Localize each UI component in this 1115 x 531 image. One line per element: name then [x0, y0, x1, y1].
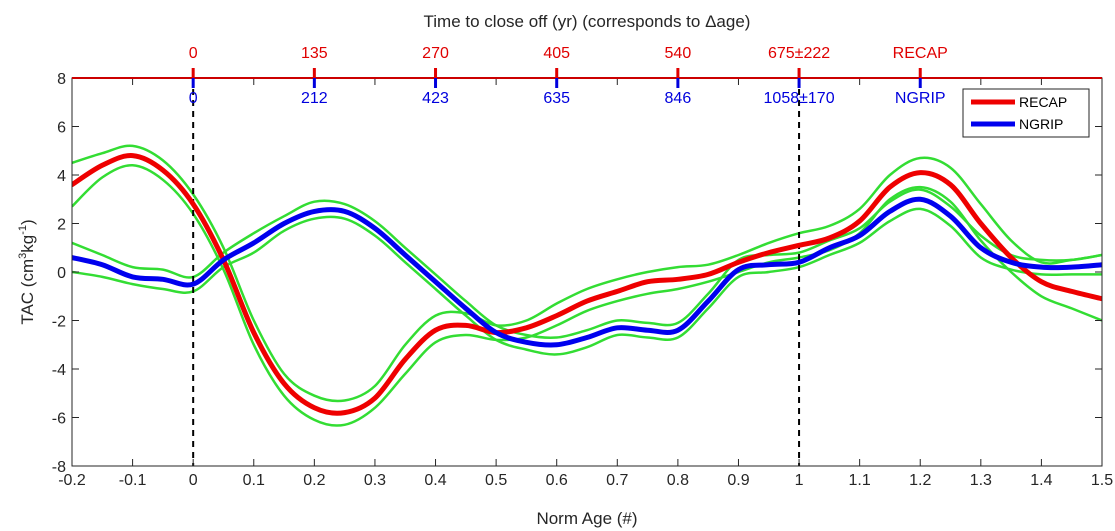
series-lines — [72, 153, 1102, 416]
x-tick-label: 1.2 — [909, 472, 931, 489]
top-recap-label: 675±222 — [768, 45, 830, 62]
y-axis-label: TAC (cm3kg-1) — [17, 219, 37, 324]
uncertainty-line-2 — [72, 164, 1102, 427]
top-ngrip-label: 212 — [301, 90, 328, 107]
x-tick-label: 0 — [189, 472, 198, 489]
top-ngrip-label: 423 — [422, 90, 449, 107]
x-tick-label: -0.1 — [119, 472, 147, 489]
top-recap-label: RECAP — [893, 45, 948, 62]
x-tick-label: 1 — [795, 472, 804, 489]
plot-area — [72, 78, 1102, 466]
top-ngrip-label: NGRIP — [895, 90, 946, 107]
y-tick-label: -4 — [52, 362, 66, 379]
uncertainty-bands — [72, 144, 1102, 427]
x-tick-label: 0.5 — [485, 472, 507, 489]
y-tick-label: -2 — [52, 314, 66, 331]
x-tick-label: 1.4 — [1030, 472, 1052, 489]
x-tick-label: 1.5 — [1091, 472, 1113, 489]
series-line-ngrip — [72, 196, 1102, 348]
x-tick-label: 0.4 — [424, 472, 446, 489]
top-ngrip-label: 0 — [189, 90, 198, 107]
x-tick-label: 0.1 — [243, 472, 265, 489]
x-tick-label: 0.8 — [667, 472, 689, 489]
y-axis-ticks: -8 -6 -4 -2 0 2 4 6 8 — [52, 71, 1102, 476]
top-recap-label: 0 — [189, 45, 198, 62]
x-tick-label: 1.3 — [970, 472, 992, 489]
x-tick-label: 1.1 — [849, 472, 871, 489]
legend-box — [962, 88, 1090, 138]
y-tick-label: -6 — [52, 411, 66, 428]
top-recap-label: 270 — [422, 45, 449, 62]
top-axis-ngrip: 0 212 423 635 846 1058±170 NGRIP — [189, 78, 946, 107]
top-ngrip-label: 635 — [543, 90, 570, 107]
x-axis-ticks: -0.2 -0.1 0 0.1 0.2 0.3 0.4 0.5 0.6 0.7 0.8 0.9 1 1.1… — [58, 78, 1113, 489]
legend-label-recap: RECAP — [1019, 94, 1067, 110]
top-recap-label: 135 — [301, 45, 328, 62]
y-tick-label: 8 — [57, 71, 66, 88]
uncertainty-line-4 — [72, 207, 1102, 356]
y-tick-label: 4 — [57, 168, 66, 185]
x-tick-label: 0.6 — [546, 472, 568, 489]
top-axis-recap: 0 135 270 405 540 675±222 RECAP — [189, 45, 948, 78]
series-line-recap — [72, 153, 1102, 416]
y-tick-label: 6 — [57, 120, 66, 137]
uncertainty-line-3 — [72, 188, 1102, 339]
y-tick-label: -8 — [52, 459, 66, 476]
x-axis-label: Norm Age (#) — [536, 509, 637, 528]
top-axis-title: Time to close off (yr) (corresponds to Δ… — [424, 12, 751, 31]
top-ngrip-label: 846 — [665, 90, 692, 107]
reference-lines — [192, 78, 801, 466]
uncertainty-line-1 — [72, 144, 1102, 403]
x-tick-label: 0.2 — [303, 472, 325, 489]
x-tick-label: 0.7 — [606, 472, 628, 489]
legend-label-ngrip: NGRIP — [1019, 116, 1063, 132]
x-tick-label: -0.2 — [58, 472, 86, 489]
y-tick-label: 2 — [57, 217, 66, 234]
top-recap-label: 405 — [543, 45, 570, 62]
top-recap-label: 540 — [665, 45, 692, 62]
x-tick-label: 0.3 — [364, 472, 386, 489]
x-tick-label: 0.9 — [727, 472, 749, 489]
legend: RECAP NGRIP — [962, 88, 1090, 138]
y-tick-label: 0 — [57, 265, 66, 282]
top-ngrip-label: 1058±170 — [764, 90, 835, 107]
